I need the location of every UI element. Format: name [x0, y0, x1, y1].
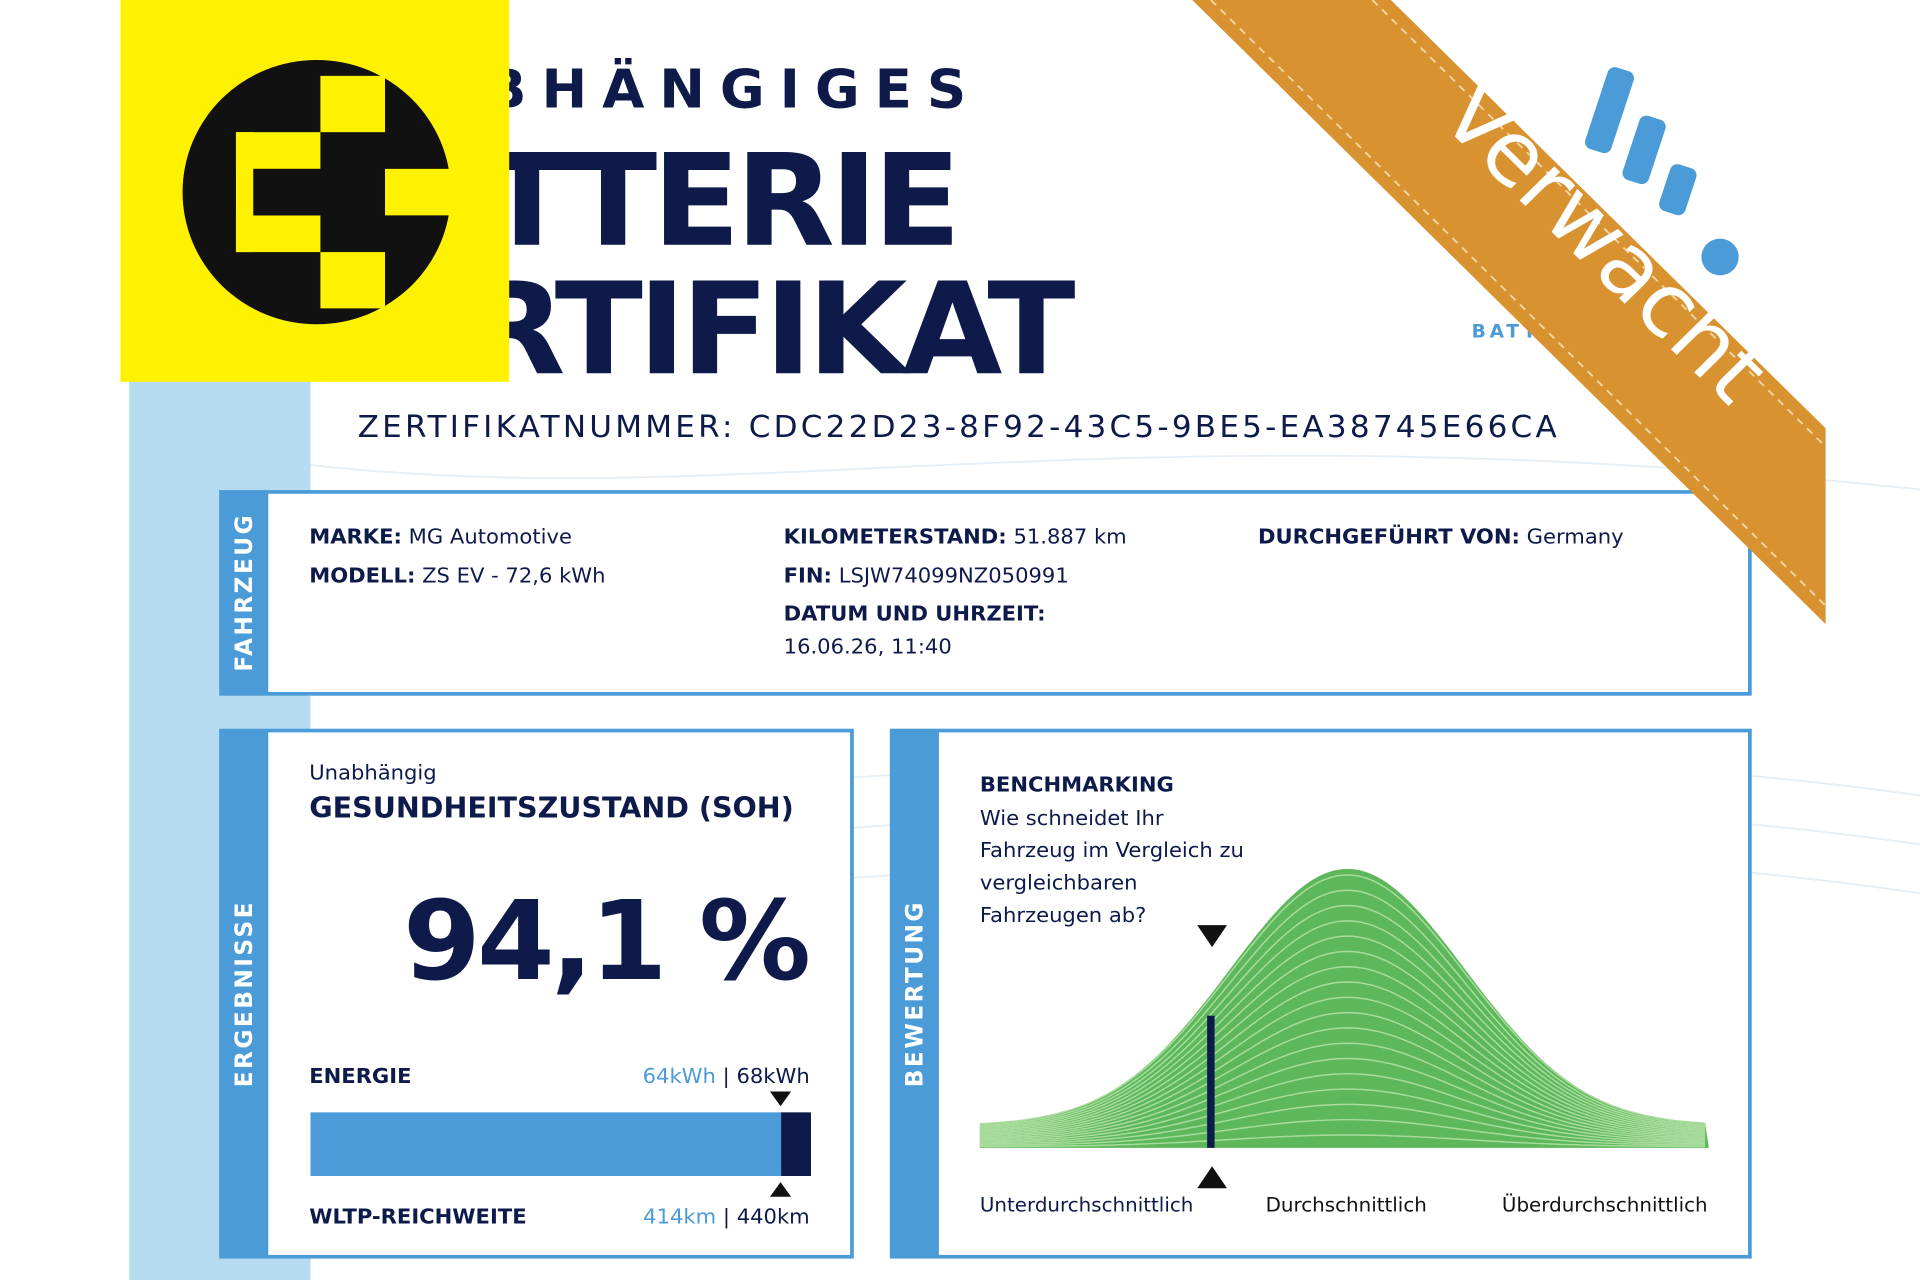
- energy-label: ENERGIE: [309, 1064, 411, 1088]
- bell-line: [979, 950, 1706, 1132]
- field-value: 51.887 km: [1013, 524, 1126, 548]
- energy-current: 64kWh: [643, 1064, 716, 1088]
- question-line: vergleichbaren: [980, 871, 1138, 895]
- vehicle-field: MARKE: MG Automotive: [309, 524, 572, 548]
- vehicle-field: KILOMETERSTAND: 51.887 km: [784, 524, 1127, 548]
- bell-line: [979, 1088, 1706, 1144]
- field-label: FIN:: [784, 564, 832, 588]
- section-tab: [219, 729, 269, 1258]
- section-tab: [219, 490, 269, 696]
- question-line: Fahrzeugen ab?: [980, 903, 1147, 927]
- bell-line: [979, 1042, 1706, 1140]
- bell-curve: [979, 868, 1709, 1148]
- vehicle-field: MODELL: ZS EV - 72,6 kWh: [309, 564, 605, 588]
- bell-area: [979, 868, 1709, 1148]
- certificate-number: ZERTIFIKATNUMMER: CDC22D23-8F92-43C5-9BE…: [358, 409, 1560, 445]
- vehicle-box: [219, 490, 1752, 696]
- bell-line: [979, 874, 1706, 1125]
- energy-values: 64kWh | 68kWh: [643, 1064, 810, 1089]
- scale-label: Durchschnittlich: [1266, 1194, 1427, 1217]
- bell-line: [979, 1073, 1706, 1142]
- results-title: GESUNDHEITSZUSTAND (SOH): [309, 792, 794, 825]
- marker: [769, 1091, 792, 1107]
- bell-line: [979, 996, 1706, 1136]
- bell-line: [979, 1011, 1706, 1137]
- scale-label: Überdurchschnittlich: [1502, 1194, 1708, 1217]
- range-current: 414km: [643, 1205, 716, 1229]
- field-value: 16.06.26, 11:40: [784, 635, 952, 659]
- logo: [120, 0, 510, 382]
- section-label: BEWERTUNG: [901, 900, 929, 1087]
- brand-text: BATT: [1472, 322, 1540, 343]
- rating-title: BENCHMARKING: [980, 773, 1174, 797]
- field-label: DURCHGEFÜHRT VON:: [1258, 523, 1520, 548]
- bell-line: [979, 965, 1706, 1133]
- field-label: MODELL:: [309, 564, 415, 588]
- position-marker: [1207, 1015, 1215, 1148]
- marker: [1197, 1166, 1228, 1189]
- field-value: MG Automotive: [409, 524, 572, 548]
- vehicle-field: DURCHGEFÜHRT VON: Germany: [1258, 523, 1624, 548]
- marker: [769, 1182, 792, 1197]
- separator: |: [723, 1205, 730, 1230]
- bell-line: [979, 1103, 1706, 1145]
- range-label: WLTP-REICHWEITE: [309, 1205, 526, 1229]
- energy-bar-loss: [781, 1112, 811, 1176]
- bell-line: [979, 981, 1706, 1134]
- bell-line: [979, 920, 1706, 1129]
- soh-value: 94,1 %: [403, 878, 808, 1006]
- vehicle-field: DATUM UND UHRZEIT:: [784, 602, 1046, 626]
- field-label: DATUM UND UHRZEIT:: [784, 602, 1046, 626]
- question-line: Fahrzeug im Vergleich zu: [980, 838, 1244, 862]
- bell-line: [979, 1134, 1706, 1148]
- field-value: Germany: [1527, 524, 1624, 548]
- vehicle-field: FIN: LSJW74099NZ050991: [784, 564, 1069, 588]
- bell-line: [979, 1118, 1706, 1146]
- field-label: MARKE:: [309, 524, 402, 548]
- marker: [1197, 925, 1228, 948]
- bell-line: [979, 935, 1706, 1130]
- field-label: KILOMETERSTAND:: [784, 524, 1007, 548]
- section-tab: [890, 729, 939, 1258]
- energy-bar: [310, 1112, 783, 1176]
- scale-label: Unterdurchschnittlich: [980, 1194, 1193, 1217]
- results-subtitle: Unabhängig: [309, 761, 436, 785]
- range-values: 414km | 440km: [643, 1205, 810, 1230]
- section-label: ERGEBNISSE: [230, 900, 258, 1087]
- bell-line: [979, 904, 1706, 1128]
- brand-logo: [1585, 67, 1739, 276]
- separator: |: [723, 1064, 730, 1089]
- field-value: LSJW74099NZ050991: [839, 564, 1069, 588]
- bell-line: [979, 889, 1706, 1126]
- range-nominal: 440km: [737, 1205, 810, 1229]
- question-line: Wie schneidet Ihr: [980, 806, 1164, 830]
- energy-nominal: 68kWh: [736, 1064, 809, 1088]
- field-value: ZS EV - 72,6 kWh: [422, 564, 605, 588]
- bell-line: [979, 1027, 1706, 1138]
- section-label: FAHRZEUG: [230, 513, 258, 672]
- bell-line: [979, 1057, 1706, 1141]
